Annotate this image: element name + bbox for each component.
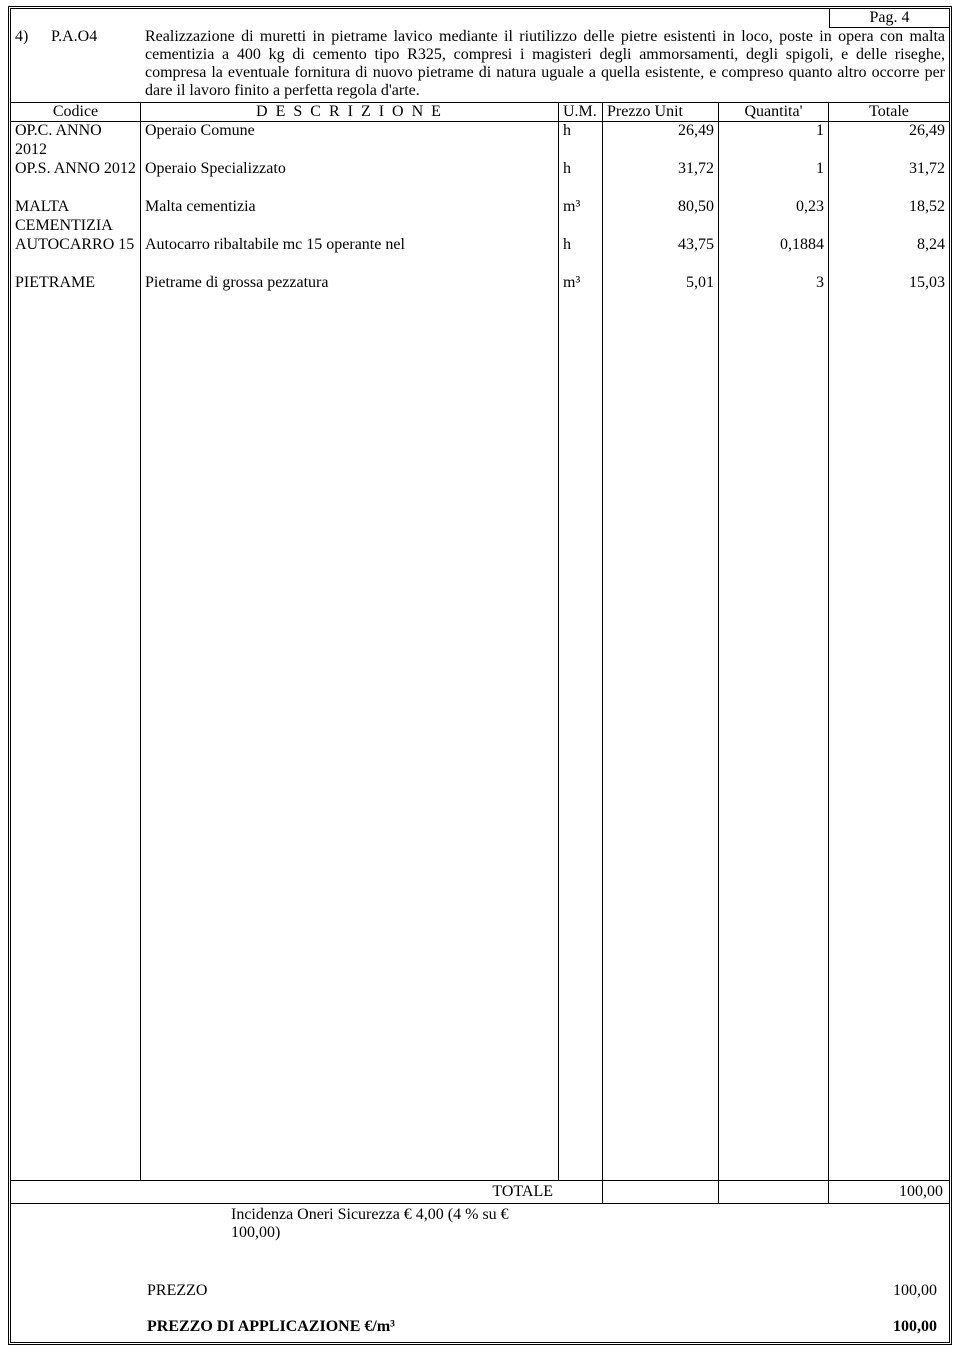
col-header-um: U.M.	[559, 103, 603, 121]
column-code: OP.C. ANNO 2012 OP.S. ANNO 2012 MALTA CE…	[11, 122, 141, 1180]
oneri-row: Incidenza Oneri Sicurezza € 4,00 (4 % su…	[11, 1204, 949, 1244]
cell-qty: 1	[719, 160, 828, 198]
col-header-price: Prezzo Unit	[603, 103, 719, 121]
page-number-row: Pag. 4	[11, 9, 949, 28]
cell-code: AUTOCARRO 15	[11, 236, 140, 274]
cell-desc: Autocarro ribaltabile mc 15 operante nel	[141, 236, 558, 274]
cell-qty: 0,1884	[719, 236, 828, 274]
cell-qty: 1	[719, 122, 828, 160]
cell-total: 31,72	[829, 160, 949, 198]
cell-um: h	[559, 122, 602, 160]
prezzo-applicazione-row: PREZZO DI APPLICAZIONE €/m³ 100,00	[17, 1318, 943, 1336]
prezzo-label: PREZZO	[17, 1282, 823, 1300]
cell-desc: Pietrame di grossa pezzatura	[141, 274, 558, 312]
prezzo-applicazione-value: 100,00	[823, 1318, 943, 1336]
col-header-code: Codice	[11, 103, 141, 121]
cell-desc: Operaio Comune	[141, 122, 558, 160]
document-frame: Pag. 4 4) P.A.O4 Realizzazione di murett…	[8, 6, 952, 1345]
cell-desc: Malta cementizia	[141, 198, 558, 236]
table-header: Codice D E S C R I Z I O N E U.M. Prezzo…	[11, 103, 949, 122]
col-header-qty: Quantita'	[719, 103, 829, 121]
oneri-text: Incidenza Oneri Sicurezza € 4,00 (4 % su…	[231, 1206, 509, 1241]
table-body: OP.C. ANNO 2012 OP.S. ANNO 2012 MALTA CE…	[11, 122, 949, 1181]
totale-row: TOTALE 100,00	[11, 1181, 949, 1204]
item-index: 4)	[15, 28, 51, 46]
cell-price: 5,01	[603, 274, 718, 312]
cell-price: 80,50	[603, 198, 718, 236]
cell-total: 26,49	[829, 122, 949, 160]
cell-total: 15,03	[829, 274, 949, 312]
col-header-desc: D E S C R I Z I O N E	[141, 103, 559, 121]
cell-um: m³	[559, 274, 602, 312]
prezzo-applicazione-label: PREZZO DI APPLICAZIONE €/m³	[17, 1318, 823, 1336]
prezzo-row: PREZZO 100,00	[17, 1282, 943, 1300]
cell-total: 18,52	[829, 198, 949, 236]
cell-price: 31,72	[603, 160, 718, 198]
cell-qty: 0,23	[719, 198, 828, 236]
totale-label: TOTALE	[492, 1183, 553, 1200]
cell-code: OP.C. ANNO 2012	[11, 122, 140, 160]
cell-code: MALTA CEMENTIZIA	[11, 198, 140, 236]
item-code-cell: 4) P.A.O4	[11, 28, 141, 102]
column-price: 26,49 31,72 80,50 43,75 5,01	[603, 122, 719, 1180]
prezzo-value: 100,00	[823, 1282, 943, 1300]
cell-um: h	[559, 160, 602, 198]
cell-code: OP.S. ANNO 2012	[11, 160, 140, 198]
page: Pag. 4 4) P.A.O4 Realizzazione di murett…	[0, 0, 960, 1355]
item-description: Realizzazione di muretti in pietrame lav…	[141, 28, 949, 102]
totale-value: 100,00	[829, 1181, 949, 1203]
prezzo-block: PREZZO 100,00 PREZZO DI APPLICAZIONE €/m…	[11, 1244, 949, 1342]
column-total: 26,49 31,72 18,52 8,24 15,03	[829, 122, 949, 1180]
page-number: Pag. 4	[829, 9, 949, 28]
cell-qty: 3	[719, 274, 828, 312]
column-qty: 1 1 0,23 0,1884 3	[719, 122, 829, 1180]
cell-um: h	[559, 236, 602, 274]
col-header-total: Totale	[829, 103, 949, 121]
column-um: h h m³ h m³	[559, 122, 603, 1180]
cell-desc: Operaio Specializzato	[141, 160, 558, 198]
item-code: P.A.O4	[51, 28, 97, 46]
cell-um: m³	[559, 198, 602, 236]
item-header-row: 4) P.A.O4 Realizzazione di muretti in pi…	[11, 28, 949, 103]
column-desc: Operaio Comune Operaio Specializzato Mal…	[141, 122, 559, 1180]
cell-price: 26,49	[603, 122, 718, 160]
cell-total: 8,24	[829, 236, 949, 274]
cell-code: PIETRAME	[11, 274, 140, 312]
cell-price: 43,75	[603, 236, 718, 274]
